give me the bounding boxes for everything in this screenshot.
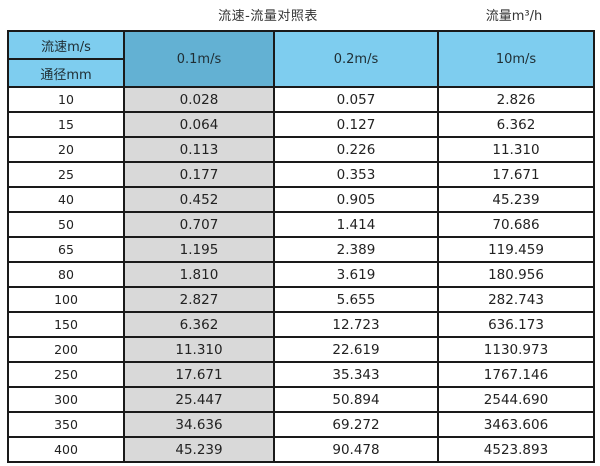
- diameter-cell: 350: [7, 411, 125, 438]
- flow-value-cell: 12.723: [273, 311, 439, 338]
- flow-value-cell: 2.826: [437, 86, 595, 113]
- flow-value-cell: 0.226: [273, 136, 439, 163]
- flow-value-cell: 1.810: [123, 261, 275, 288]
- table-row: 25 0.177 0.353 17.671: [7, 161, 595, 188]
- table-row: 200 11.310 22.619 1130.973: [7, 336, 595, 363]
- table-row: 10 0.028 0.057 2.826: [7, 86, 595, 113]
- table-row: 400 45.239 90.478 4523.893: [7, 436, 595, 463]
- table-row: 80 1.810 3.619 180.956: [7, 261, 595, 288]
- flow-value-cell: 22.619: [273, 336, 439, 363]
- flow-value-cell: 3463.606: [437, 411, 595, 438]
- flow-value-cell: 69.272: [273, 411, 439, 438]
- flow-value-cell: 4523.893: [437, 436, 595, 463]
- flow-value-cell: 34.636: [123, 411, 275, 438]
- flow-value-cell: 0.707: [123, 211, 275, 238]
- diameter-cell: 200: [7, 336, 125, 363]
- flow-value-cell: 0.113: [123, 136, 275, 163]
- table-row: 20 0.113 0.226 11.310: [7, 136, 595, 163]
- flow-value-cell: 70.686: [437, 211, 595, 238]
- flow-value-cell: 180.956: [437, 261, 595, 288]
- flow-value-cell: 1130.973: [437, 336, 595, 363]
- flow-unit-label: 流量m³/h: [485, 9, 543, 24]
- flow-value-cell: 0.057: [273, 86, 439, 113]
- flow-value-cell: 2544.690: [437, 386, 595, 413]
- figure-title: 流速-流量对照表: [218, 9, 318, 24]
- diameter-cell: 100: [7, 286, 125, 313]
- diameter-cell: 10: [7, 86, 125, 113]
- diameter-cell: 400: [7, 436, 125, 463]
- column-header-velocity-10: 10m/s: [437, 30, 595, 88]
- flow-value-cell: 25.447: [123, 386, 275, 413]
- flow-value-cell: 90.478: [273, 436, 439, 463]
- flow-value-cell: 1.414: [273, 211, 439, 238]
- table-header: 流速m/s 0.1m/s 0.2m/s 10m/s 通径mm: [7, 30, 595, 88]
- header-row-top: 流速m/s 0.1m/s 0.2m/s 10m/s: [7, 30, 595, 88]
- table-row: 15 0.064 0.127 6.362: [7, 111, 595, 138]
- header-row-bottom: 通径mm: [7, 58, 594, 88]
- diameter-cell: 80: [7, 261, 125, 288]
- flow-value-cell: 11.310: [437, 136, 595, 163]
- flow-value-cell: 5.655: [273, 286, 439, 313]
- table-body: 10 0.028 0.057 2.826 15 0.064 0.127 6.362 20 0.11…: [7, 86, 595, 463]
- flow-value-cell: 0.452: [123, 186, 275, 213]
- flow-value-cell: 1.195: [123, 236, 275, 263]
- corner-velocity-label: 流速m/s: [7, 30, 125, 60]
- flow-value-cell: 6.362: [123, 311, 275, 338]
- flow-value-cell: 50.894: [273, 386, 439, 413]
- flow-value-cell: 35.343: [273, 361, 439, 388]
- flow-value-cell: 45.239: [437, 186, 595, 213]
- diameter-cell: 25: [7, 161, 125, 188]
- table-row: 350 34.636 69.272 3463.606: [7, 411, 595, 438]
- column-header-velocity-0.2: 0.2m/s: [273, 30, 439, 88]
- flow-value-cell: 17.671: [123, 361, 275, 388]
- flow-value-cell: 0.064: [123, 111, 275, 138]
- flow-value-cell: 2.827: [123, 286, 275, 313]
- diameter-cell: 300: [7, 386, 125, 413]
- table-row: 65 1.195 2.389 119.459: [7, 236, 595, 263]
- velocity-flow-table: 流速m/s 0.1m/s 0.2m/s 10m/s 通径mm 10 0.028 0.…: [7, 30, 595, 463]
- diameter-cell: 50: [7, 211, 125, 238]
- flow-value-cell: 0.905: [273, 186, 439, 213]
- flow-value-cell: 0.177: [123, 161, 275, 188]
- flow-value-cell: 2.389: [273, 236, 439, 263]
- flow-value-cell: 11.310: [123, 336, 275, 363]
- column-header-velocity-0.1: 0.1m/s: [123, 30, 275, 88]
- flow-value-cell: 0.028: [123, 86, 275, 113]
- flow-value-cell: 119.459: [437, 236, 595, 263]
- table-row: 100 2.827 5.655 282.743: [7, 286, 595, 313]
- diameter-cell: 65: [7, 236, 125, 263]
- diameter-cell: 250: [7, 361, 125, 388]
- flow-value-cell: 45.239: [123, 436, 275, 463]
- flow-value-cell: 636.173: [437, 311, 595, 338]
- flow-value-cell: 17.671: [437, 161, 595, 188]
- flow-value-cell: 282.743: [437, 286, 595, 313]
- table-row: 50 0.707 1.414 70.686: [7, 211, 595, 238]
- diameter-cell: 40: [7, 186, 125, 213]
- diameter-cell: 20: [7, 136, 125, 163]
- table-row: 300 25.447 50.894 2544.690: [7, 386, 595, 413]
- flow-value-cell: 0.353: [273, 161, 439, 188]
- table-row: 250 17.671 35.343 1767.146: [7, 361, 595, 388]
- table-row: 150 6.362 12.723 636.173: [7, 311, 595, 338]
- flow-value-cell: 6.362: [437, 111, 595, 138]
- diameter-cell: 15: [7, 111, 125, 138]
- flow-value-cell: 3.619: [273, 261, 439, 288]
- flow-value-cell: 0.127: [273, 111, 439, 138]
- diameter-cell: 150: [7, 311, 125, 338]
- corner-diameter-label: 通径mm: [7, 58, 125, 88]
- flow-value-cell: 1767.146: [437, 361, 595, 388]
- table-row: 40 0.452 0.905 45.239: [7, 186, 595, 213]
